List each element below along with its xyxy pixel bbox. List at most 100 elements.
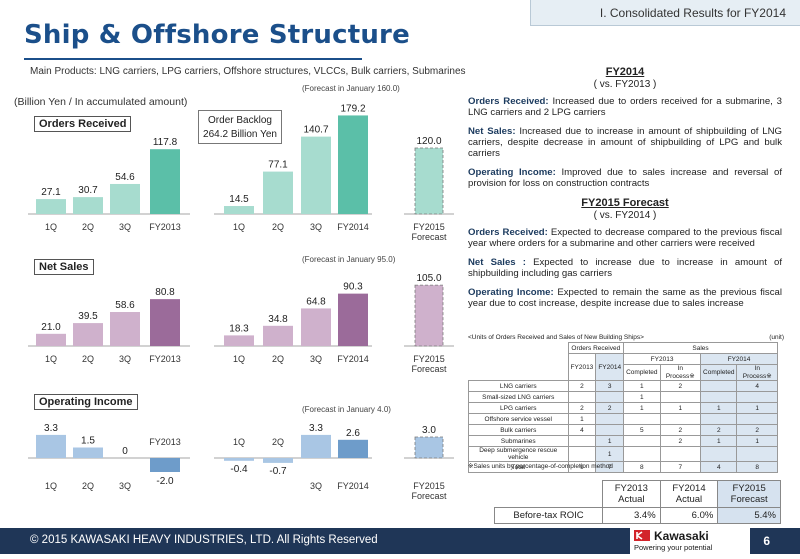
units-cell bbox=[659, 391, 702, 403]
units-cell bbox=[623, 435, 661, 447]
th-orders: Orders Received bbox=[567, 342, 625, 354]
fy2015-sub: ( vs. FY2014 ) bbox=[593, 210, 657, 221]
units-cell: 2 bbox=[736, 424, 778, 436]
th-sales-fy2013: FY2013 bbox=[623, 353, 702, 365]
units-cell bbox=[700, 380, 738, 392]
bar bbox=[338, 439, 368, 458]
units-cell: 2 bbox=[659, 435, 702, 447]
units-row: Deep submergence rescue vehicle 1 bbox=[468, 446, 778, 462]
data-label: 3.3 bbox=[309, 423, 323, 434]
units-cell: 4 bbox=[567, 424, 597, 436]
category-label: 2Q bbox=[82, 354, 94, 364]
roic-h1: FY2013 Actual bbox=[602, 480, 661, 508]
th-inprocess-2013: In Process※ bbox=[659, 364, 702, 381]
kawasaki-logo-mark: Kawasaki Powering your potential bbox=[634, 529, 713, 552]
units-cell: 1 bbox=[736, 402, 778, 414]
bar bbox=[150, 149, 180, 214]
category-label: 1Q bbox=[45, 354, 57, 364]
category-label: 3Q bbox=[310, 354, 322, 364]
units-cell bbox=[736, 391, 778, 403]
th-orders-fy2013: FY2013 bbox=[567, 353, 597, 381]
units-cell: 4 bbox=[736, 380, 778, 392]
category-label: 2Q bbox=[272, 354, 284, 364]
units-row-name: Submarines bbox=[468, 435, 569, 447]
units-note: ※Sales units by percentage-of-completion… bbox=[468, 463, 613, 470]
backlog-line1: Order Backlog bbox=[208, 115, 272, 126]
category-label: 1Q bbox=[233, 222, 245, 232]
units-row-name: Bulk carriers bbox=[468, 424, 569, 436]
data-label: -0.4 bbox=[230, 464, 248, 475]
data-label: 105.0 bbox=[416, 273, 441, 284]
data-label: 2.6 bbox=[346, 428, 360, 439]
units-row: LNG carriers 2 3 1 2 4 bbox=[468, 380, 778, 392]
units-caption: <Units of Orders Received and Sales of N… bbox=[468, 334, 644, 341]
data-label: 179.2 bbox=[340, 103, 365, 114]
roic-v3: 5.4% bbox=[717, 507, 781, 524]
page-number: 6 bbox=[763, 534, 770, 548]
bar bbox=[301, 136, 331, 214]
forecast-note-operating-income: (Forecast in January 4.0) bbox=[302, 405, 391, 414]
roic-h2: FY2014 Actual bbox=[659, 480, 719, 508]
data-label: 64.8 bbox=[306, 296, 326, 307]
category-label: 1Q bbox=[45, 481, 57, 491]
category-label: FY2015 bbox=[413, 354, 445, 364]
roic-h3: FY2015 Forecast bbox=[717, 480, 781, 508]
category-label: 3Q bbox=[310, 222, 322, 232]
category-label: 2Q bbox=[272, 437, 284, 447]
units-row-name: Deep submergence rescue vehicle bbox=[468, 446, 569, 462]
roic-table: FY2013 Actual FY2014 Actual FY2015 Forecast… bbox=[493, 480, 781, 524]
data-label: 39.5 bbox=[78, 311, 98, 322]
charts-svg: 27.1 1Q 30.7 2Q 54.6 3Q 117.8 FY2013 14.5 1Q 77.1 2… bbox=[28, 103, 454, 501]
units-cell: 2 bbox=[659, 424, 702, 436]
units-cell: 1 bbox=[623, 402, 661, 414]
units-cell: 7 bbox=[659, 461, 702, 473]
bar bbox=[150, 299, 180, 346]
units-cell bbox=[700, 391, 738, 403]
units-cell bbox=[736, 413, 778, 425]
units-row-name: LNG carriers bbox=[468, 380, 569, 392]
bar bbox=[150, 458, 180, 472]
bar bbox=[224, 335, 254, 346]
order-backlog-box: Order Backlog 264.2 Billion Yen bbox=[198, 110, 282, 144]
units-row-name: Total bbox=[468, 461, 569, 473]
data-label: -2.0 bbox=[156, 476, 174, 487]
data-label: 1.5 bbox=[81, 436, 95, 447]
units-cell: 1 bbox=[623, 391, 661, 403]
bar bbox=[36, 333, 66, 346]
category-label: 1Q bbox=[233, 437, 245, 447]
units-cell: 1 bbox=[595, 446, 625, 462]
data-label: 27.1 bbox=[41, 187, 61, 198]
units-caption-row: <Units of Orders Received and Sales of N… bbox=[468, 334, 784, 341]
th-completed-2013: Completed bbox=[623, 364, 661, 381]
category-label: Forecast bbox=[411, 491, 447, 501]
category-label: FY2015 bbox=[413, 222, 445, 232]
units-cell bbox=[567, 391, 597, 403]
units-row: LPG carriers 2 2 1 1 1 1 bbox=[468, 402, 778, 414]
roic-v1: 3.4% bbox=[602, 507, 661, 524]
commentary: FY2014 ( vs. FY2013 ) Orders Received: I… bbox=[468, 66, 782, 317]
data-label: 14.5 bbox=[229, 194, 249, 205]
category-label: 3Q bbox=[310, 481, 322, 491]
chart-label-operating-income: Operating Income bbox=[34, 394, 138, 410]
kawasaki-logo: Kawasaki Powering your potential bbox=[630, 526, 750, 554]
roic-row-label: Before-tax ROIC bbox=[493, 507, 604, 524]
category-label: Forecast bbox=[411, 364, 447, 374]
category-label: FY2014 bbox=[337, 354, 369, 364]
units-cell: 1 bbox=[623, 380, 661, 392]
backlog-line2: 264.2 Billion Yen bbox=[203, 129, 277, 140]
bar bbox=[73, 447, 103, 458]
data-label: 90.3 bbox=[343, 282, 363, 293]
data-label: 30.7 bbox=[78, 185, 98, 196]
fy2015-orders: Orders Received: Expected to decrease co… bbox=[468, 227, 782, 249]
units-table: Orders Received Sales FY2013 FY2014 FY20… bbox=[468, 342, 778, 473]
data-label: 117.8 bbox=[153, 137, 178, 148]
bar bbox=[338, 293, 368, 346]
roic-v2: 6.0% bbox=[659, 507, 719, 524]
bar bbox=[263, 171, 293, 214]
units-cell: 1 bbox=[595, 435, 625, 447]
fy2015-sales: Net Sales : Expected to increase due to … bbox=[468, 257, 782, 279]
units-cell: 2 bbox=[700, 424, 738, 436]
forecast-note-net-sales: (Forecast in January 95.0) bbox=[302, 255, 396, 264]
logo-tagline: Powering your potential bbox=[634, 543, 713, 552]
category-label: 2Q bbox=[82, 222, 94, 232]
